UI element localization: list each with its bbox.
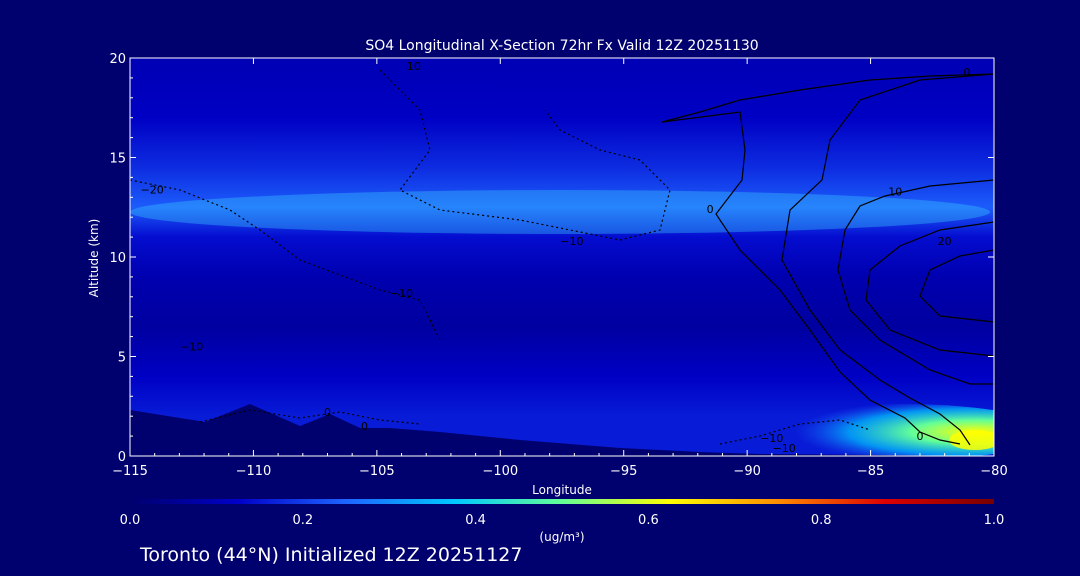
contour-label: 0 [324, 406, 331, 419]
y-axis-label: Altitude (km) [87, 219, 101, 298]
contour-dotted-center [379, 69, 671, 241]
colorbar-tick-label: 1.0 [984, 513, 1005, 528]
y-tick-label: 0 [118, 450, 126, 465]
concentration-field [130, 58, 994, 456]
x-axis: −115 −110 −105 −100 −95 −90 −85 −80 [112, 58, 1008, 479]
colorbar-tick-label: 0.8 [811, 513, 832, 528]
x-tick-label: −100 [482, 464, 518, 479]
contour-label: 0 [916, 430, 923, 443]
x-axis-label: Longitude [532, 483, 592, 497]
terrain-mask [130, 404, 994, 456]
contour-solid-10 [781, 73, 994, 446]
contour-label: −10 [773, 442, 796, 455]
x-tick-label: −105 [359, 464, 395, 479]
contour-lines [130, 69, 994, 446]
x-tick-label: −110 [236, 464, 272, 479]
y-tick-label: 10 [109, 251, 126, 266]
contour-label: −10 [390, 287, 413, 300]
colorbar: 0.0 0.2 0.4 0.6 0.8 1.0 (ug/m³) [120, 499, 1005, 544]
contour-solid-0 [661, 111, 961, 445]
colorbar-ticks: 0.0 0.2 0.4 0.6 0.8 1.0 [120, 513, 1005, 528]
x-tick-label: −95 [610, 464, 637, 479]
hotspot-region [750, 404, 994, 456]
contour-label: −20 [141, 183, 164, 196]
colorbar-tick-label: 0.2 [292, 513, 313, 528]
contour-label: 0 [707, 203, 714, 216]
y-tick-label: 20 [109, 52, 126, 67]
colorbar-tick-label: 0.0 [120, 513, 141, 528]
upper-plume [130, 190, 990, 234]
contour-label: −10 [760, 432, 783, 445]
colorbar-strip [130, 499, 994, 504]
contour-label: −10 [560, 235, 583, 248]
contour-label: 10 [407, 60, 421, 73]
contour-label: 10 [888, 185, 902, 198]
hotspot-core [949, 430, 994, 450]
x-tick-label: −80 [980, 464, 1007, 479]
chart-title: SO4 Longitudinal X-Section 72hr Fx Valid… [365, 38, 758, 54]
contour-label: 20 [938, 235, 952, 248]
y-tick-label: 15 [109, 152, 126, 167]
contour-label: −10 [180, 341, 203, 354]
colorbar-tick-label: 0.6 [638, 513, 659, 528]
contour-solid-0-upper [661, 73, 994, 123]
contour-label: 0 [963, 66, 970, 79]
colorbar-tick-label: 0.4 [465, 513, 486, 528]
contour-solid-30 [865, 221, 994, 357]
footer-caption: Toronto (44°N) Initialized 12Z 20251127 [139, 544, 523, 566]
contour-solid-40 [919, 249, 994, 323]
plume-overlay [130, 190, 994, 456]
contour-label: 0 [361, 420, 368, 433]
y-axis: 0 5 10 15 20 [109, 52, 994, 465]
contour-dotted-left [130, 179, 441, 341]
contour-solid-20 [837, 179, 994, 385]
x-tick-label: −90 [733, 464, 760, 479]
colorbar-units: (ug/m³) [539, 530, 584, 544]
x-tick-label: −85 [857, 464, 884, 479]
x-tick-label: −115 [112, 464, 148, 479]
y-tick-label: 5 [118, 351, 126, 366]
